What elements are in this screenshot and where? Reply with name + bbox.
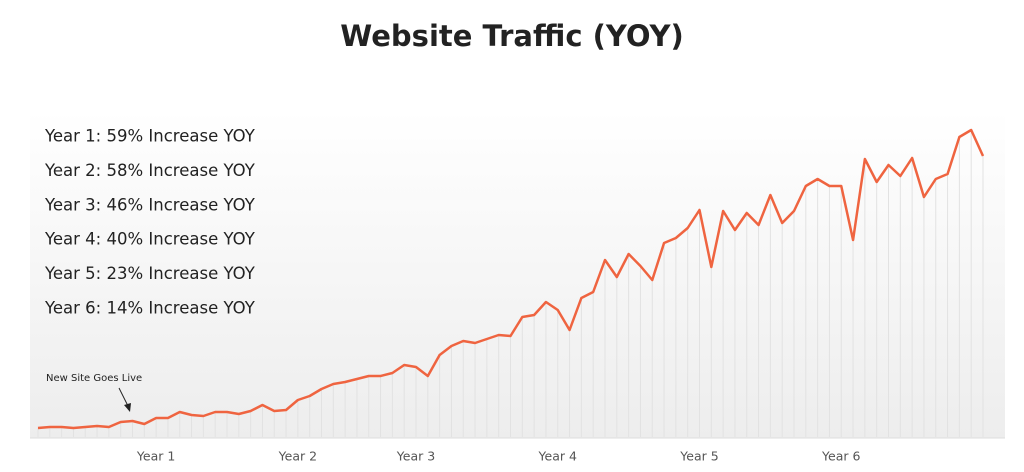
callout: New Site Goes Live: [46, 373, 142, 384]
x-tick-label: Year 6: [821, 449, 860, 464]
traffic-line: [37, 128, 985, 430]
chart-title: Website Traffic (YOY): [340, 19, 683, 53]
x-tick-label: Year 1: [136, 449, 175, 464]
callout-arrowhead: [124, 403, 131, 412]
yoy-note: Year 6: 14% Increase YOY: [44, 299, 256, 318]
yoy-note: Year 3: 46% Increase YOY: [44, 195, 256, 214]
x-tick-label: Year 4: [538, 449, 577, 464]
x-tick-label: Year 2: [278, 449, 317, 464]
yoy-note: Year 4: 40% Increase YOY: [44, 230, 256, 249]
yoy-note: Year 2: 58% Increase YOY: [44, 161, 256, 180]
yoy-note: Year 1: 59% Increase YOY: [44, 127, 256, 146]
x-tick-label: Year 3: [396, 449, 435, 464]
plot-background: [30, 110, 1005, 438]
yoy-note: Year 5: 23% Increase YOY: [44, 264, 256, 283]
x-tick-label: Year 5: [679, 449, 718, 464]
